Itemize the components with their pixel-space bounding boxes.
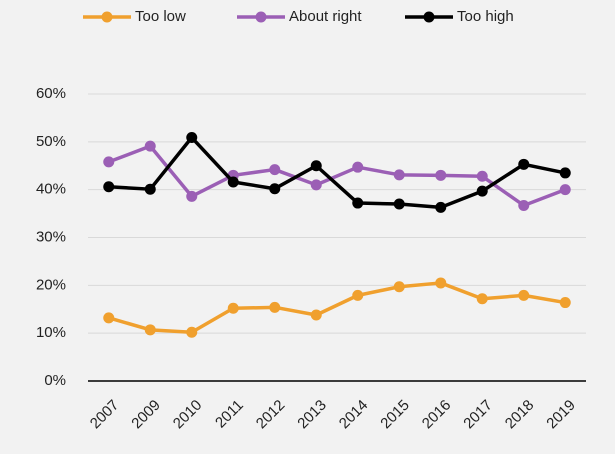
data-point [518,158,530,170]
data-point [269,301,281,313]
data-point [310,160,322,172]
data-point [559,167,571,179]
data-point [352,289,364,301]
data-point [269,183,281,195]
data-point [227,302,239,314]
data-point [103,312,115,324]
data-point [144,140,156,152]
data-point [103,156,115,168]
data-point [435,277,447,289]
y-tick-label: 20% [36,276,66,293]
y-tick-label: 60% [36,85,66,102]
data-point [269,164,281,176]
data-point [186,190,198,202]
data-point [393,169,405,181]
series-line [108,281,566,334]
data-point [103,181,115,193]
data-point [352,161,364,173]
legend-label: Too high [457,8,514,25]
y-tick-label: 50% [36,133,66,150]
legend-marker [101,11,113,23]
y-tick-label: 30% [36,228,66,245]
data-point [518,289,530,301]
data-point [227,176,239,188]
series-line [108,144,566,208]
data-point [476,185,488,197]
data-point [144,183,156,195]
data-point [352,197,364,209]
legend-label: Too low [135,8,186,25]
y-tick-label: 0% [44,372,66,389]
data-point [518,199,530,211]
legend-marker [423,11,435,23]
data-point [310,309,322,321]
series-line [108,135,566,210]
data-point [310,179,322,191]
y-tick-label: 10% [36,324,66,341]
data-point [476,293,488,305]
data-point [559,297,571,309]
data-point [186,132,198,144]
legend-label: About right [289,8,362,25]
y-tick-label: 40% [36,181,66,198]
data-point [435,201,447,213]
data-point [144,324,156,336]
data-point [476,170,488,182]
data-point [186,326,198,338]
data-point [393,198,405,210]
data-point [393,281,405,293]
data-point [559,184,571,196]
data-point [435,169,447,181]
legend-marker [255,11,267,23]
